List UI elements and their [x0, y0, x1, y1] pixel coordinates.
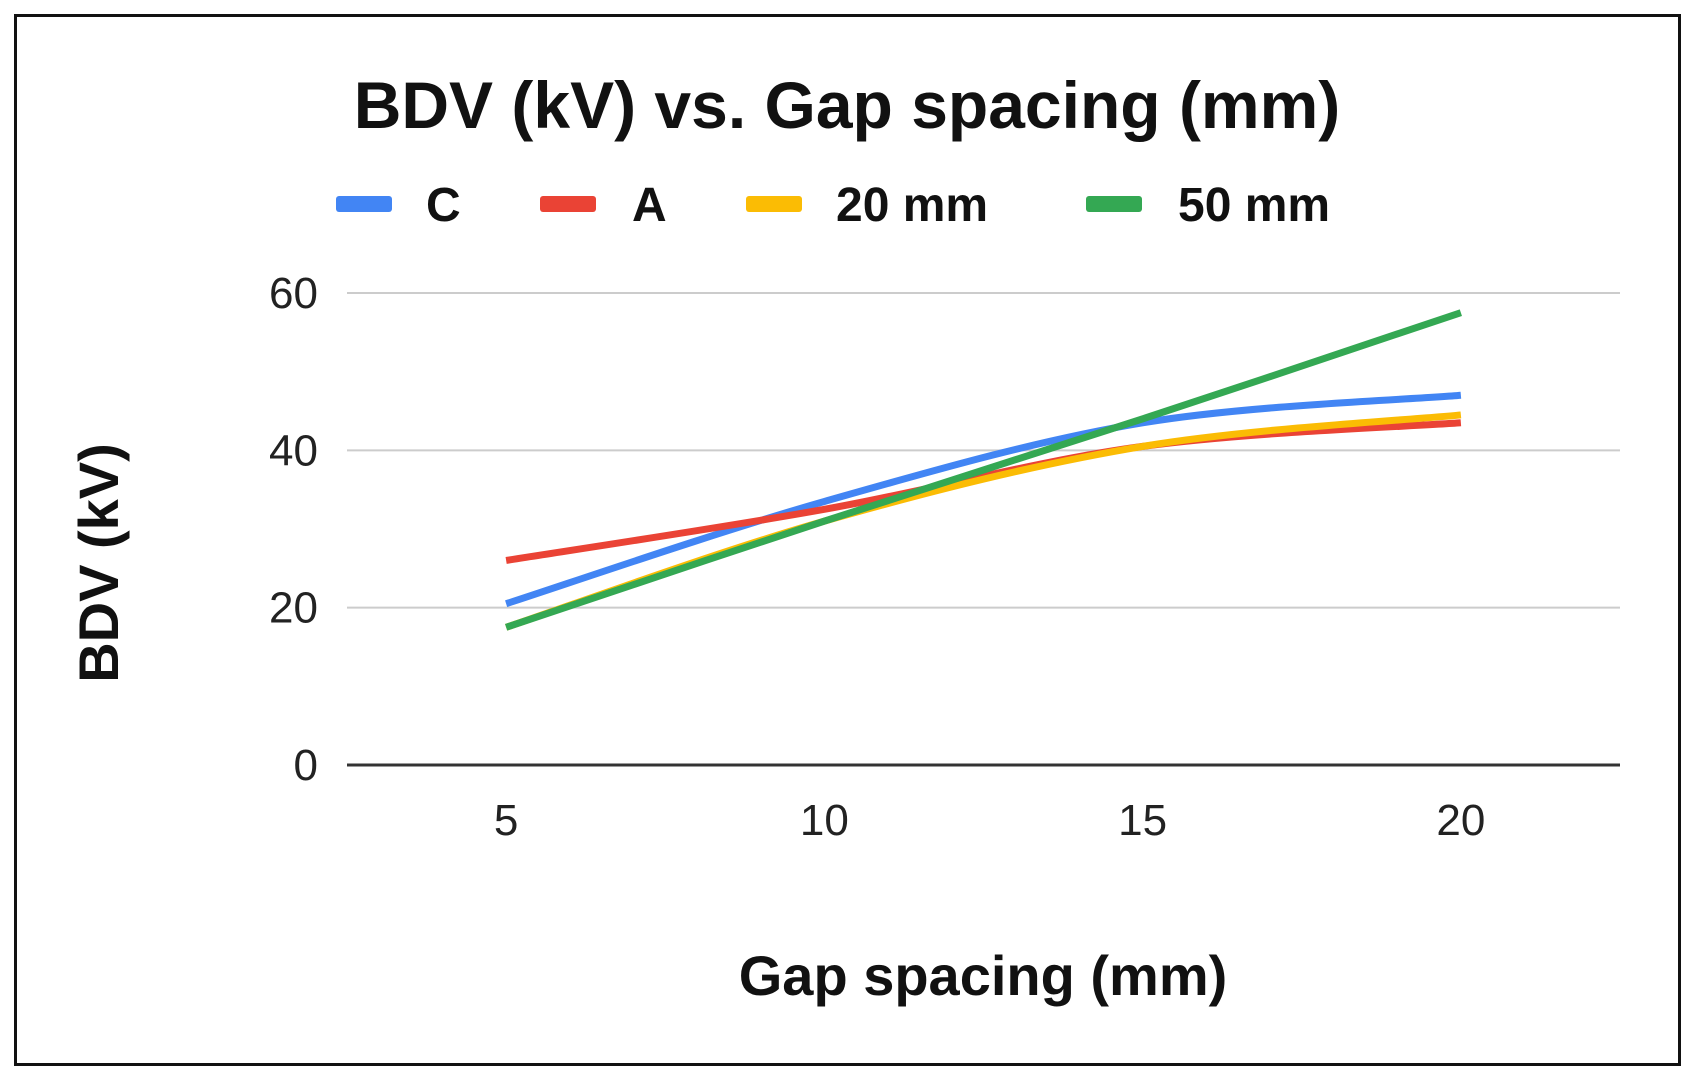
y-axis-ticks: 0 20 40 60 [269, 269, 318, 790]
gridlines [347, 292, 1620, 767]
x-tick-label-5: 5 [494, 796, 518, 845]
legend-item-a: A [540, 179, 667, 232]
series-line-a [505, 419, 1462, 564]
x-tick-label-10: 10 [800, 796, 849, 845]
y-tick-label-60: 60 [269, 269, 318, 318]
y-tick-label-40: 40 [269, 426, 318, 475]
legend-item-c: C [336, 179, 461, 232]
legend-swatch-50-mm [1086, 196, 1142, 212]
legend: C A 20 mm 50 mm [336, 179, 1330, 232]
x-axis-title: Gap spacing (mm) [739, 944, 1228, 1007]
x-tick-label-15: 15 [1118, 796, 1167, 845]
x-tick-label-20: 20 [1436, 796, 1485, 845]
legend-label-c: C [426, 179, 461, 232]
chart-title: BDV (kV) vs. Gap spacing (mm) [354, 68, 1341, 142]
x-axis-ticks: 5 10 15 20 [494, 796, 1485, 845]
series-line-c [505, 391, 1462, 608]
legend-label-a: A [632, 179, 667, 232]
legend-swatch-c [336, 196, 392, 212]
y-tick-label-20: 20 [269, 584, 318, 633]
legend-swatch-20-mm [746, 196, 802, 212]
legend-item-20-mm: 20 mm [746, 179, 988, 232]
series-lines [505, 309, 1462, 631]
legend-label-20-mm: 20 mm [836, 179, 988, 232]
legend-swatch-a [540, 196, 596, 212]
series-line-50-mm [505, 309, 1462, 631]
legend-label-50-mm: 50 mm [1178, 179, 1330, 232]
series-line-20-mm [505, 411, 1462, 631]
y-axis-title: BDV (kV) [67, 443, 130, 683]
y-tick-label-0: 0 [294, 741, 318, 790]
legend-item-50-mm: 50 mm [1086, 179, 1330, 232]
chart-frame [14, 14, 1681, 1066]
